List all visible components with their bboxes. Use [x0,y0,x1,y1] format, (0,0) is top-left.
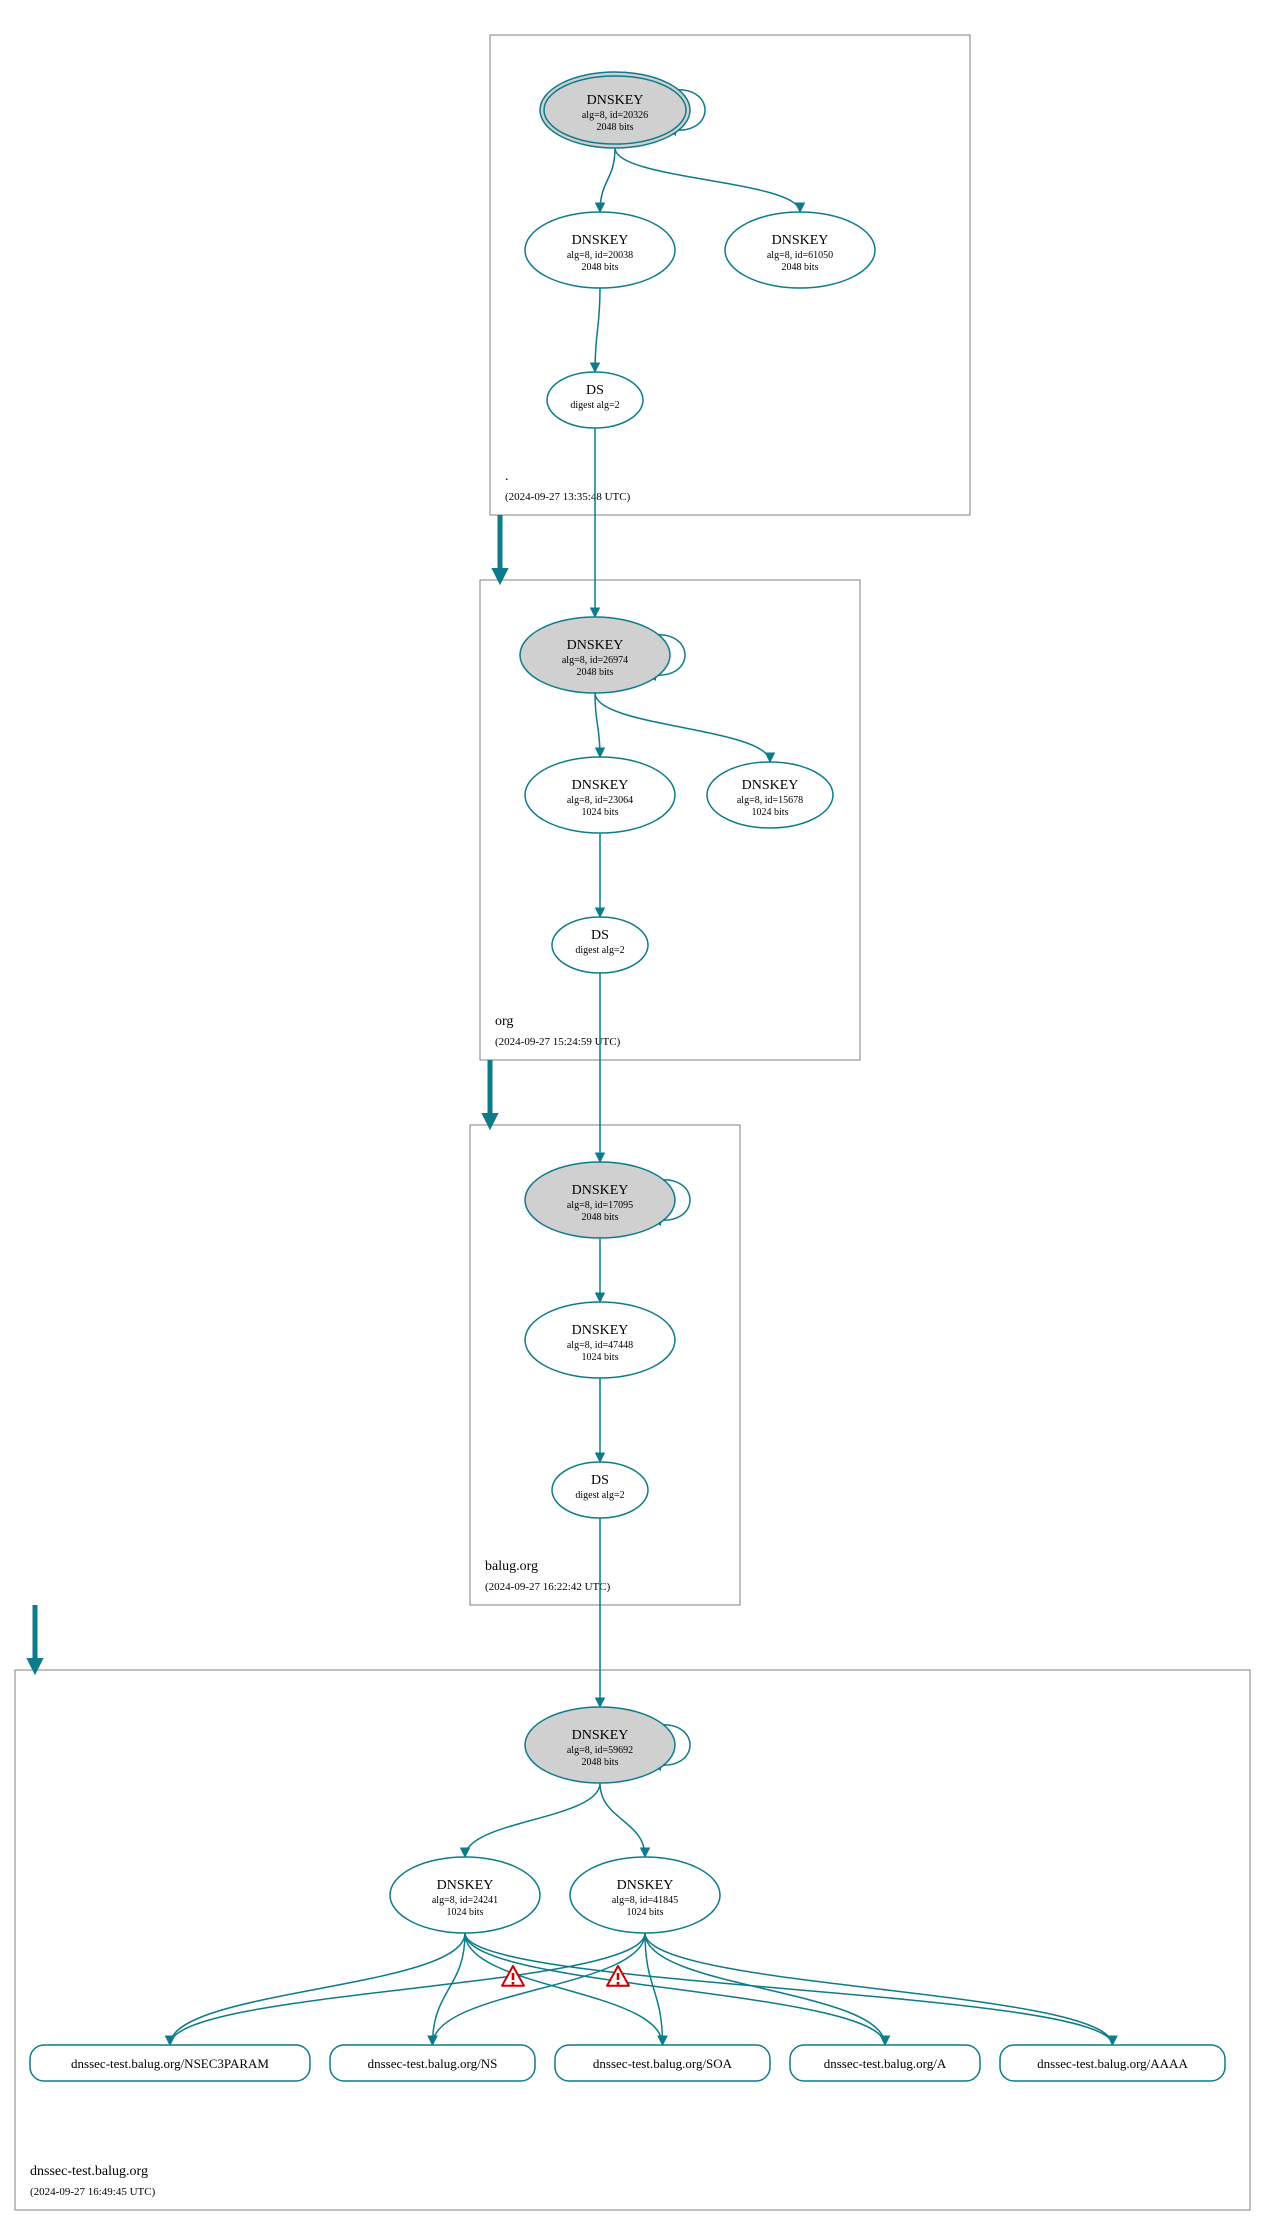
svg-text:dnssec-test.balug.org/A: dnssec-test.balug.org/A [824,2056,947,2071]
node-org-ksk: DNSKEY alg=8, id=269742048 bits [520,617,670,693]
svg-text:DNSKEY: DNSKEY [572,1323,629,1338]
svg-text:alg=8, id=20038: alg=8, id=20038 [567,250,633,261]
rrset-rr-a: dnssec-test.balug.org/A [790,2045,980,2081]
signature-edge [615,148,800,212]
signature-edge [465,1933,663,2045]
svg-text:DNSKEY: DNSKEY [437,1878,494,1893]
signature-edge [600,148,615,212]
svg-text:2048 bits: 2048 bits [582,1212,619,1223]
signature-edge [645,1933,1113,2045]
node-dt-zsk1: DNSKEY alg=8, id=242411024 bits [390,1857,540,1933]
signature-edge [170,1933,465,2045]
zone-label: . [505,469,509,484]
svg-text:DS: DS [591,928,609,943]
node-org-zsk2: DNSKEY alg=8, id=156781024 bits [707,762,833,828]
svg-text:DNSKEY: DNSKEY [572,778,629,793]
svg-text:alg=8, id=26974: alg=8, id=26974 [562,655,628,666]
svg-text:1024 bits: 1024 bits [582,1352,619,1363]
node-balug-zsk: DNSKEY alg=8, id=474481024 bits [525,1302,675,1378]
svg-text:DNSKEY: DNSKEY [572,233,629,248]
signature-edge [595,288,600,372]
node-org-zsk1: DNSKEY alg=8, id=230641024 bits [525,757,675,833]
rrset-rr-nsec3param: dnssec-test.balug.org/NSEC3PARAM [30,2045,310,2081]
warning-icon [607,1966,629,1986]
svg-text:DS: DS [591,1473,609,1488]
svg-text:2048 bits: 2048 bits [582,1757,619,1768]
svg-text:alg=8, id=61050: alg=8, id=61050 [767,250,833,261]
svg-text:alg=8, id=47448: alg=8, id=47448 [567,1340,633,1351]
rrset-rr-aaaa: dnssec-test.balug.org/AAAA [1000,2045,1225,2081]
svg-text:DNSKEY: DNSKEY [742,778,799,793]
rrset-rr-ns: dnssec-test.balug.org/NS [330,2045,535,2081]
svg-text:DNSKEY: DNSKEY [587,93,644,108]
signature-edge [465,1783,600,1857]
zone-label: org [495,1014,513,1029]
rrset-rr-soa: dnssec-test.balug.org/SOA [555,2045,770,2081]
svg-text:dnssec-test.balug.org/SOA: dnssec-test.balug.org/SOA [593,2056,733,2071]
zone-timestamp: (2024-09-27 15:24:59 UTC) [495,1036,621,1048]
node-root-ksk: DNSKEY alg=8, id=203262048 bits [540,72,690,148]
node-dt-zsk2: DNSKEY alg=8, id=418451024 bits [570,1857,720,1933]
svg-text:dnssec-test.balug.org/AAAA: dnssec-test.balug.org/AAAA [1037,2056,1188,2071]
node-balug-ksk: DNSKEY alg=8, id=170952048 bits [525,1162,675,1238]
node-root-ds: DS digest alg=2 [547,372,643,428]
svg-text:alg=8, id=24241: alg=8, id=24241 [432,1895,498,1906]
signature-edge [170,1933,645,2045]
svg-text:1024 bits: 1024 bits [447,1907,484,1918]
svg-text:DNSKEY: DNSKEY [567,638,624,653]
signature-edge [433,1933,466,2045]
zone-timestamp: (2024-09-27 13:35:48 UTC) [505,491,631,503]
svg-text:2048 bits: 2048 bits [782,262,819,273]
svg-text:digest alg=2: digest alg=2 [570,400,619,411]
node-root-zsk2: DNSKEY alg=8, id=610502048 bits [725,212,875,288]
zone-timestamp: (2024-09-27 16:22:42 UTC) [485,1581,611,1593]
svg-text:1024 bits: 1024 bits [627,1907,664,1918]
svg-text:alg=8, id=23064: alg=8, id=23064 [567,795,633,806]
signature-edge [645,1933,885,2045]
svg-text:1024 bits: 1024 bits [752,807,789,818]
svg-text:DNSKEY: DNSKEY [572,1183,629,1198]
svg-text:2048 bits: 2048 bits [577,667,614,678]
svg-text:DNSKEY: DNSKEY [617,1878,674,1893]
svg-text:dnssec-test.balug.org/NSEC3PAR: dnssec-test.balug.org/NSEC3PARAM [71,2056,269,2071]
svg-text:alg=8, id=41845: alg=8, id=41845 [612,1895,678,1906]
zone-label: dnssec-test.balug.org [30,2164,148,2179]
signature-edge [465,1933,885,2045]
svg-text:dnssec-test.balug.org/NS: dnssec-test.balug.org/NS [368,2056,498,2071]
svg-text:alg=8, id=59692: alg=8, id=59692 [567,1745,633,1756]
zone-label: balug.org [485,1559,538,1574]
svg-text:alg=8, id=20326: alg=8, id=20326 [582,110,648,121]
svg-text:DS: DS [586,383,604,398]
signature-edge [600,1783,645,1857]
svg-text:DNSKEY: DNSKEY [772,233,829,248]
svg-text:1024 bits: 1024 bits [582,807,619,818]
zone-timestamp: (2024-09-27 16:49:45 UTC) [30,2186,156,2198]
svg-text:2048 bits: 2048 bits [597,122,634,133]
svg-text:DNSKEY: DNSKEY [572,1728,629,1743]
node-org-ds: DS digest alg=2 [552,917,648,973]
node-balug-ds: DS digest alg=2 [552,1462,648,1518]
svg-text:2048 bits: 2048 bits [582,262,619,273]
dnssec-diagram: . (2024-09-27 13:35:48 UTC) org (2024-09-27… [0,0,1267,2228]
node-dt-ksk: DNSKEY alg=8, id=596922048 bits [525,1707,675,1783]
svg-text:alg=8, id=15678: alg=8, id=15678 [737,795,803,806]
svg-text:alg=8, id=17095: alg=8, id=17095 [567,1200,633,1211]
svg-text:digest alg=2: digest alg=2 [575,945,624,956]
svg-text:digest alg=2: digest alg=2 [575,1490,624,1501]
signature-edge [595,693,770,762]
node-root-zsk1: DNSKEY alg=8, id=200382048 bits [525,212,675,288]
